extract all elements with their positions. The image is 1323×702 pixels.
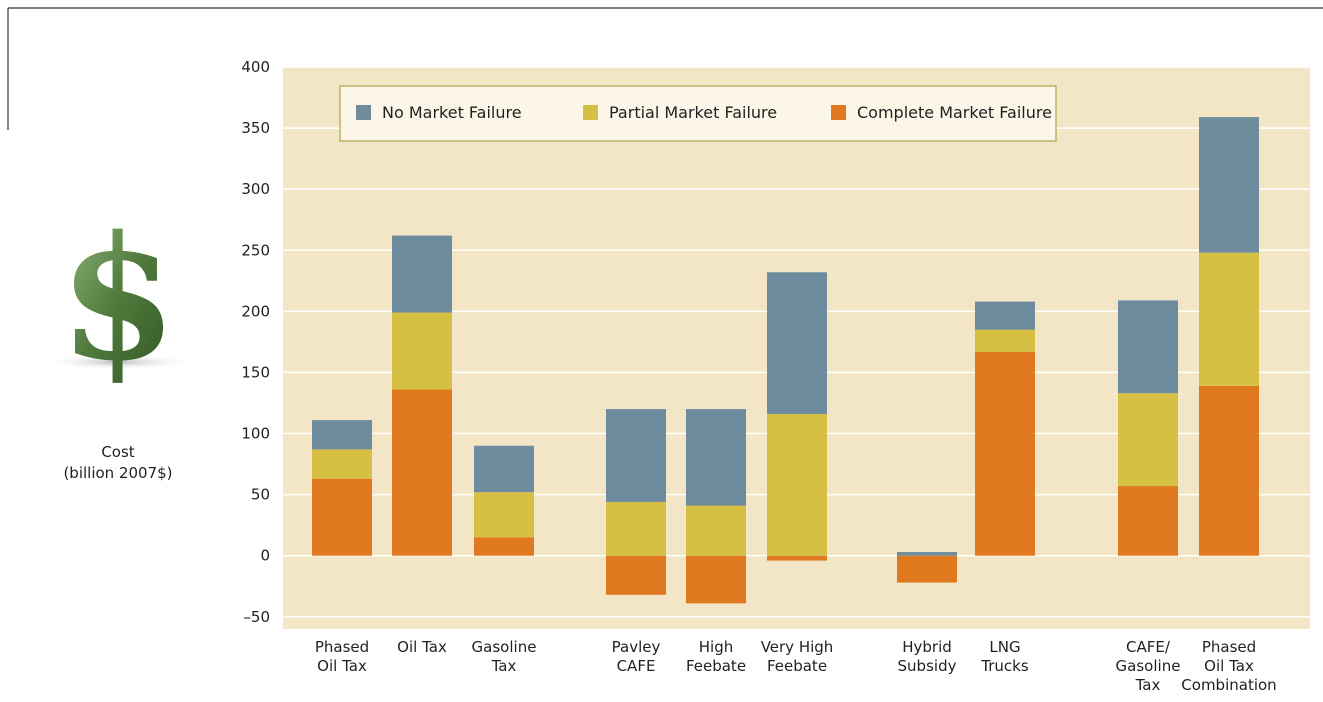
bar-segment	[474, 537, 534, 556]
bar-segment	[686, 555, 746, 604]
bar-segment	[975, 301, 1035, 330]
x-tick-label: Gasoline Tax	[472, 638, 537, 675]
y-tick-label: 50	[251, 486, 270, 504]
y-tick-label: 250	[241, 241, 270, 259]
bar-segment	[606, 555, 666, 595]
y-tick-label: 400	[241, 58, 270, 76]
bar-segment	[606, 409, 666, 502]
bar-segment	[767, 413, 827, 556]
bar-segment	[606, 501, 666, 556]
dollar-icon: $	[59, 199, 177, 399]
bar-segment	[975, 351, 1035, 556]
bar-segment	[392, 312, 452, 390]
bar-segment	[392, 235, 452, 313]
y-tick-label: 200	[241, 302, 270, 320]
icon-shadow	[40, 354, 196, 370]
y-tick-label: 150	[241, 363, 270, 381]
legend-swatch	[583, 105, 598, 120]
bar-segment	[474, 492, 534, 538]
bar-segment	[312, 420, 372, 450]
x-tick-label: Oil Tax	[397, 638, 447, 656]
legend-label: Partial Market Failure	[609, 103, 777, 122]
bar-segment	[1199, 252, 1259, 386]
bar-segment	[686, 409, 746, 506]
bar-segment	[392, 389, 452, 556]
legend-label: No Market Failure	[382, 103, 522, 122]
x-tick-label: High Feebate	[686, 638, 746, 675]
bar-segment	[312, 449, 372, 479]
x-tick-label: CAFE/Gasoline Tax	[1116, 638, 1181, 694]
legend-swatch	[356, 105, 371, 120]
bar-segment	[897, 552, 957, 556]
y-label: Cost	[101, 443, 134, 461]
bar-segment	[312, 478, 372, 556]
y-tick-label: 0	[260, 547, 270, 565]
x-tick-label: Phased Oil Tax	[315, 638, 369, 675]
x-tick-label: Very High Feebate	[761, 638, 834, 675]
bar-segment	[1118, 300, 1178, 394]
bar-segment	[1199, 385, 1259, 556]
x-tick-label: LNG Trucks	[980, 638, 1029, 675]
y-tick-label: 300	[241, 180, 270, 198]
bar-segment	[767, 272, 827, 414]
y-tick-label: 100	[241, 425, 270, 443]
bar-segment	[474, 445, 534, 493]
y-tick-label: 350	[241, 119, 270, 137]
bar-segment	[1199, 117, 1259, 253]
legend	[339, 85, 1057, 142]
x-tick-label: Pavley CAFE	[612, 638, 661, 675]
x-tick-label: Hybrid Subsidy	[898, 638, 957, 675]
bar-segment	[1118, 486, 1178, 556]
bar-segment	[767, 555, 827, 561]
y-tick-label: –50	[243, 608, 270, 626]
bar-segment	[686, 505, 746, 556]
legend-label: Complete Market Failure	[857, 103, 1052, 122]
bar-segment	[897, 555, 957, 583]
bar-segment	[1118, 393, 1178, 487]
legend-swatch	[831, 105, 846, 120]
x-tick-label: Phased Oil Tax Combination	[1181, 638, 1276, 694]
y-label: (billion 2007$)	[63, 464, 172, 482]
bar-segment	[975, 329, 1035, 352]
